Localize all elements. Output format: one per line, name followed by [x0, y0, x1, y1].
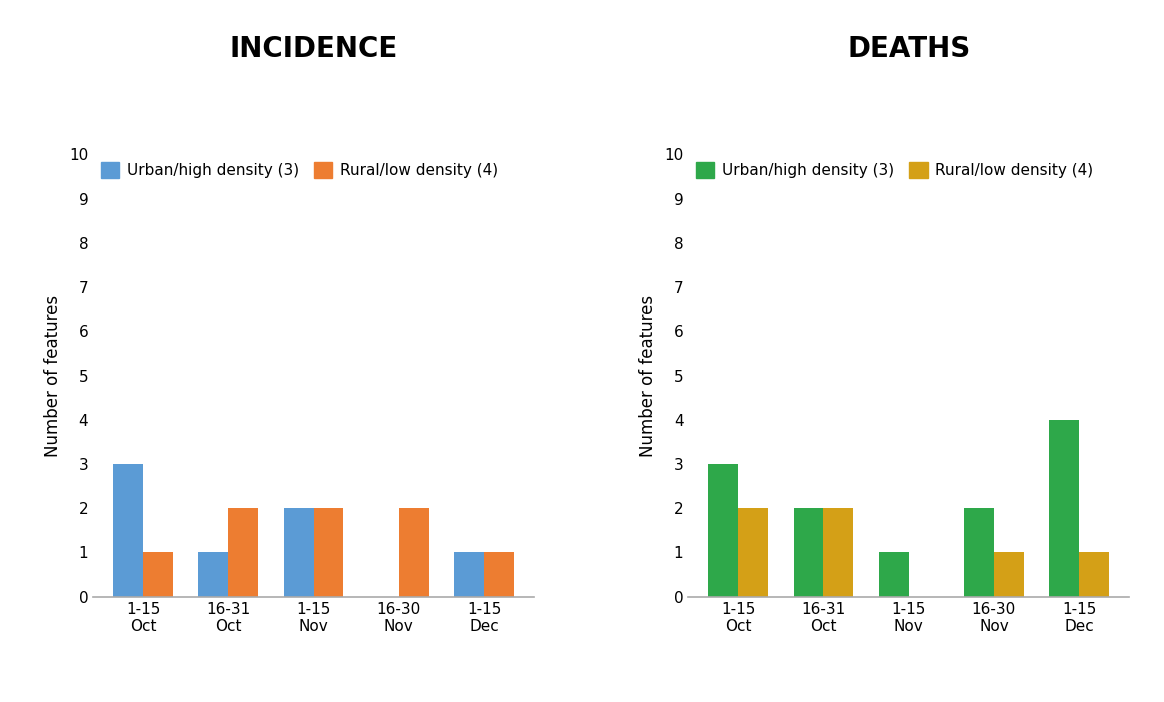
Text: DEATHS: DEATHS	[847, 35, 971, 63]
Legend: Urban/high density (3), Rural/low density (4): Urban/high density (3), Rural/low densit…	[101, 162, 498, 178]
Bar	[794, 508, 823, 597]
Bar	[1079, 552, 1109, 597]
Bar	[399, 508, 428, 597]
Bar	[823, 508, 853, 597]
Y-axis label: Number of features: Number of features	[44, 295, 62, 456]
Bar	[964, 508, 994, 597]
Bar	[708, 464, 738, 597]
Legend: Urban/high density (3), Rural/low density (4): Urban/high density (3), Rural/low densit…	[696, 162, 1093, 178]
Bar	[228, 508, 258, 597]
Text: INCIDENCE: INCIDENCE	[229, 35, 398, 63]
Bar	[454, 552, 484, 597]
Bar	[484, 552, 514, 597]
Bar	[284, 508, 313, 597]
Bar	[1050, 420, 1079, 597]
Y-axis label: Number of features: Number of features	[639, 295, 658, 456]
Bar	[738, 508, 768, 597]
Bar	[313, 508, 343, 597]
Bar	[143, 552, 172, 597]
Bar	[198, 552, 228, 597]
Bar	[994, 552, 1024, 597]
Bar	[879, 552, 909, 597]
Bar	[113, 464, 143, 597]
